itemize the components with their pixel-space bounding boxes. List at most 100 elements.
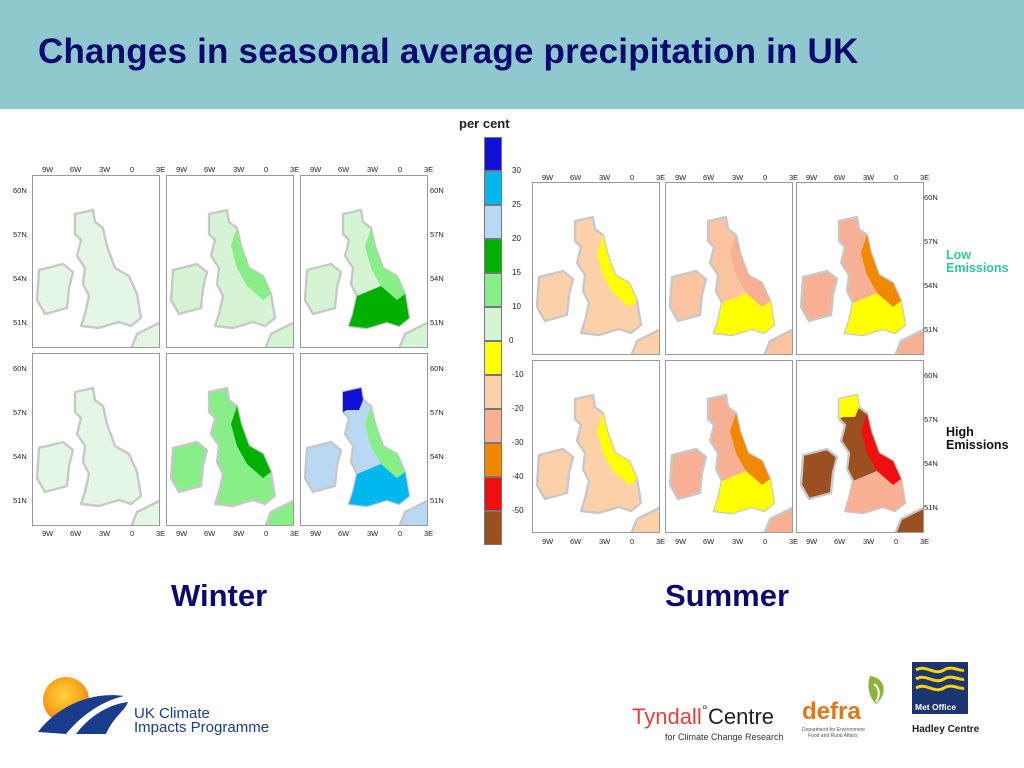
lon-tick: 9W: [42, 529, 54, 538]
precip-patch: [730, 235, 770, 307]
lon-tick: 6W: [834, 173, 846, 182]
precip-patch: [231, 228, 271, 300]
lat-tick: 51N: [430, 496, 444, 505]
precip-patch: [861, 235, 901, 307]
lon-tick: 9W: [176, 529, 188, 538]
low-emissions-label: Low Emissions: [946, 249, 1009, 275]
continent-region: [398, 321, 427, 347]
map-canvas: [668, 215, 792, 354]
lon-tick: 0: [130, 529, 135, 538]
continent-region: [630, 328, 659, 354]
lat-tick: 51N: [924, 325, 938, 334]
lon-tick: 0: [264, 165, 269, 174]
lon-tick: 9W: [310, 165, 322, 174]
lon-tick: 6W: [70, 165, 82, 174]
lat-tick: 51N: [13, 318, 27, 327]
precip-patch: [231, 406, 271, 478]
ireland-region: [169, 262, 209, 316]
ireland-region: [799, 447, 839, 501]
lat-tick: 51N: [13, 496, 27, 505]
map-canvas: [535, 393, 659, 532]
map-summer-low-3: [796, 182, 924, 355]
legend-color-box: [484, 171, 502, 205]
map-winter-low-3: [300, 175, 428, 348]
map-canvas: [799, 393, 923, 532]
lon-tick: 6W: [338, 165, 350, 174]
map-canvas: [169, 386, 293, 525]
map-canvas: [535, 215, 659, 354]
tyndall-centre: Centre: [708, 704, 775, 729]
hadley-centre-label: Hadley Centre: [912, 724, 980, 735]
lon-tick: 6W: [70, 529, 82, 538]
ireland-region: [535, 269, 575, 323]
lon-tick: 6W: [703, 537, 715, 546]
high-emissions-line2: Emissions: [946, 438, 1009, 452]
map-summer-high-2: [665, 360, 793, 533]
lat-tick: 57N: [430, 230, 444, 239]
map-summer-low-1: [532, 182, 660, 355]
lon-tick: 3W: [863, 173, 875, 182]
metoffice-emblem: Met Office: [912, 662, 968, 714]
lat-tick: 60N: [924, 371, 938, 380]
legend-color-box: [484, 307, 502, 341]
lon-tick: 0: [130, 165, 135, 174]
lat-tick: 51N: [924, 503, 938, 512]
continent-region: [130, 321, 159, 347]
lon-tick: 3W: [233, 165, 245, 174]
lon-tick: 3E: [920, 537, 930, 546]
winter-label: Winter: [171, 578, 268, 613]
legend-label: 20: [512, 234, 521, 243]
lon-tick: 9W: [42, 165, 54, 174]
lon-tick: 3W: [367, 165, 379, 174]
lon-tick: 3E: [424, 165, 434, 174]
slide-title: Changes in seasonal average precipitatio…: [38, 32, 859, 71]
ukcip-sun-icon: [38, 677, 128, 734]
lon-tick: 6W: [570, 173, 582, 182]
lon-tick: 3E: [156, 165, 166, 174]
tyndall-logo: Tyndall ° Centre for Climate Change Rese…: [632, 702, 784, 744]
lon-tick: 6W: [834, 537, 846, 546]
legend-title: per cent: [459, 116, 510, 131]
map-summer-high-1: [532, 360, 660, 533]
defra-logo: defra Department for Environment Food an…: [800, 672, 890, 744]
lon-tick: 6W: [570, 537, 582, 546]
lon-tick: 6W: [703, 173, 715, 182]
map-winter-high-1: [32, 353, 160, 526]
precip-patch: [714, 293, 774, 335]
lon-tick: 3E: [290, 165, 300, 174]
legend-label: -50: [512, 506, 524, 515]
great-britain-region: [73, 208, 143, 330]
lon-tick: 3W: [99, 529, 111, 538]
precip-patch: [365, 228, 405, 300]
summer-label: Summer: [665, 578, 790, 613]
lat-tick: 54N: [13, 274, 27, 283]
metoffice-logo: Met Office Hadley Centre: [906, 662, 996, 742]
lat-tick: 57N: [13, 408, 27, 417]
legend-color-box: [484, 511, 502, 545]
precip-patch: [597, 235, 637, 307]
lon-tick: 3E: [789, 173, 799, 182]
low-emissions-line2: Emissions: [946, 261, 1009, 275]
continent-region: [763, 328, 792, 354]
metoffice-wordmark: Met Office: [915, 702, 957, 712]
high-emissions-line1: High: [946, 425, 974, 439]
map-summer-low-2: [665, 182, 793, 355]
lon-tick: 0: [264, 529, 269, 538]
ireland-region: [35, 262, 75, 316]
lon-tick: 9W: [542, 173, 554, 182]
legend-color-box: [484, 341, 502, 375]
lon-tick: 0: [894, 537, 899, 546]
ireland-region: [169, 440, 209, 494]
lat-tick: 60N: [13, 364, 27, 373]
legend-color-box: [484, 409, 502, 443]
metoffice-waves-icon: [915, 666, 965, 692]
defra-sub2: Food and Rural Affairs: [808, 733, 858, 739]
precip-patch: [845, 293, 905, 335]
lat-tick: 57N: [924, 415, 938, 424]
map-canvas: [35, 208, 159, 347]
lat-tick: 54N: [13, 452, 27, 461]
legend-color-box: [484, 239, 502, 273]
continent-region: [763, 506, 792, 532]
map-canvas: [303, 208, 427, 347]
lon-tick: 3W: [99, 165, 111, 174]
